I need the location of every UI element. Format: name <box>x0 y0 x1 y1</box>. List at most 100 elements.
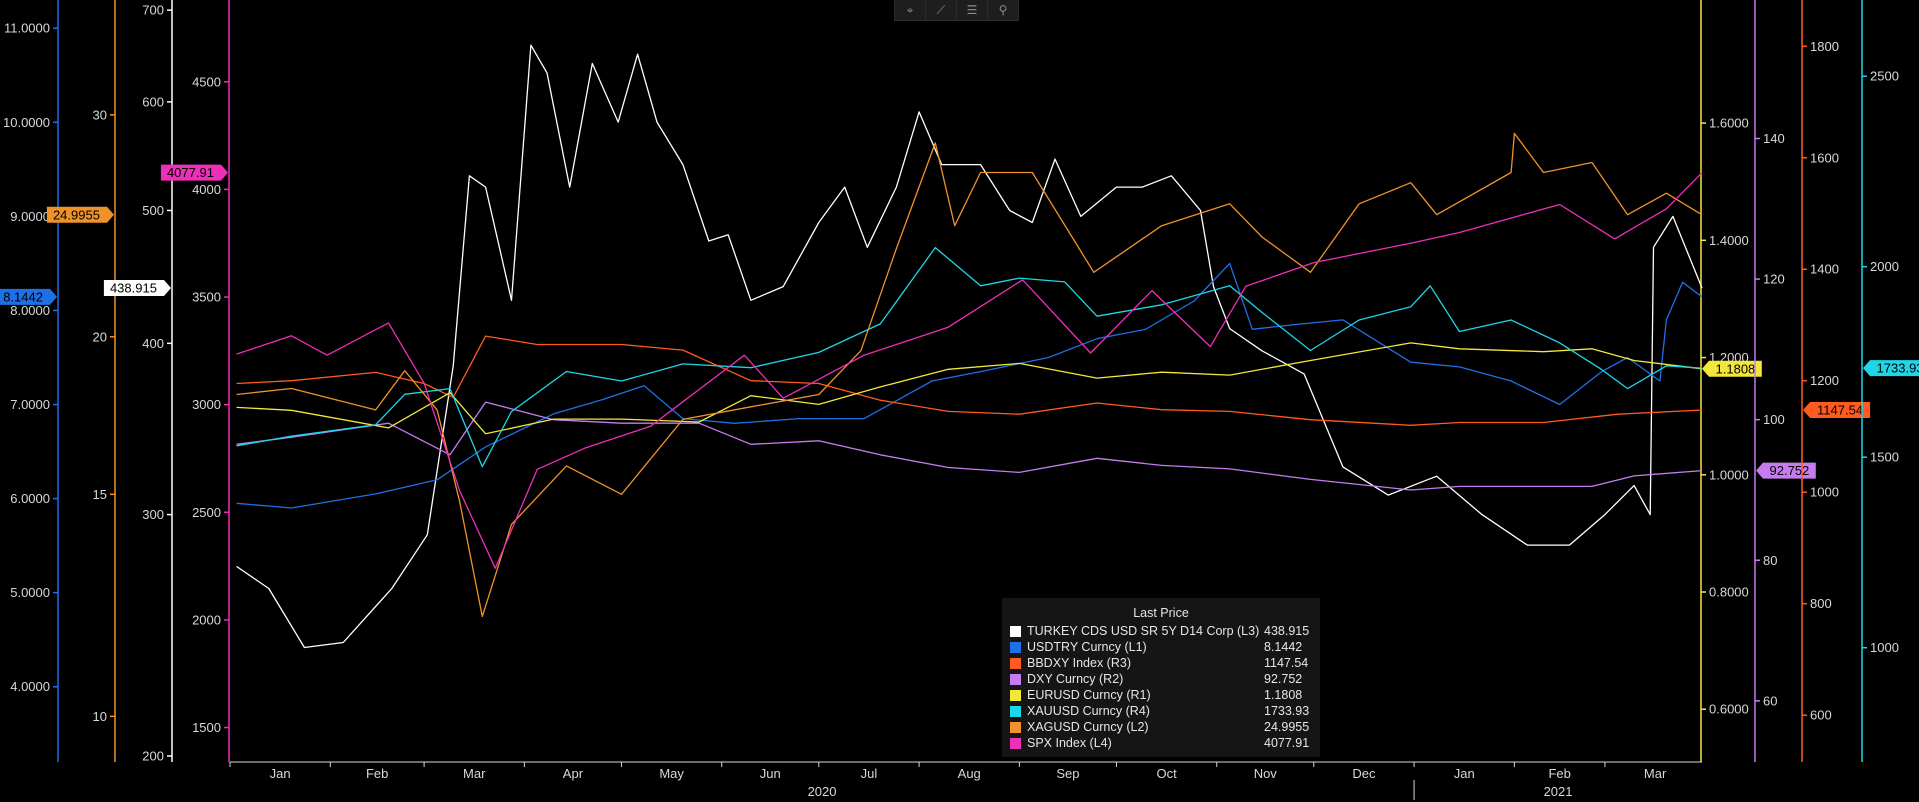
axis-tick-label: 3500 <box>192 290 221 305</box>
axis-tick-label: 100 <box>1763 412 1785 427</box>
legend-row[interactable]: SPX Index (L4) 4077.91 <box>1010 735 1312 751</box>
price-tag-L1 <box>0 288 57 305</box>
zoom-icon[interactable]: ⚲ <box>998 3 1008 17</box>
axis-tick-label: 1000 <box>1810 485 1839 500</box>
price-tag-R1 <box>1702 360 1762 377</box>
axis-tick-label: 120 <box>1763 272 1785 287</box>
axis-tick-label: 1500 <box>1870 450 1899 465</box>
series-line[interactable] <box>236 401 1703 491</box>
x-axis-month-label: Mar <box>1644 766 1667 781</box>
axis-tick-label: 20 <box>93 329 107 344</box>
legend-last-price: 1733.93 <box>1264 704 1310 718</box>
legend-series-name: SPX Index (L4) <box>1027 736 1112 750</box>
axis-tick-label: 1500 <box>192 720 221 735</box>
x-axis-month-label: Nov <box>1254 766 1278 781</box>
x-axis-year-label: 2021 <box>1544 784 1573 799</box>
x-axis-month-label: Oct <box>1156 766 1177 781</box>
axis-tick-label: 0.8000 <box>1709 585 1749 600</box>
legend-series-name: DXY Curncy (R2) <box>1027 672 1124 686</box>
crosshair-icon[interactable]: ⌖ <box>895 0 926 20</box>
legend-row[interactable]: XAGUSD Curncy (L2) 24.9955 <box>1010 719 1312 735</box>
series-line[interactable] <box>236 335 1703 426</box>
axis-tick-label: 60 <box>1763 693 1777 708</box>
legend-swatch <box>1010 673 1021 685</box>
axis-tick-label: 1400 <box>1810 262 1839 277</box>
legend-swatch <box>1010 657 1021 669</box>
legend-row[interactable]: EURUSD Curncy (R1) 1.1808 <box>1010 687 1312 703</box>
axis-tick-label: 4000 <box>192 182 221 197</box>
legend-swatch <box>1010 721 1021 733</box>
axis-tick-label: 4500 <box>192 74 221 89</box>
x-axis-month-label: May <box>659 766 684 781</box>
price-tag-label: 1733.93 <box>1877 361 1919 376</box>
legend-last-price: 1.1808 <box>1264 688 1303 702</box>
legend-swatch <box>1010 737 1021 749</box>
x-axis-month-label: Jun <box>760 766 781 781</box>
axis-tick-label: 2000 <box>1870 259 1899 274</box>
draw-icon[interactable]: ⟋ <box>926 0 957 20</box>
series-line[interactable] <box>236 172 1703 569</box>
x-axis-month-label: Mar <box>463 766 486 781</box>
price-tag-R2 <box>1756 462 1816 479</box>
axis-tick-label: 3000 <box>192 397 221 412</box>
x-axis-month-label: Feb <box>366 766 388 781</box>
axis-tick-label: 6.0000 <box>10 491 50 506</box>
legend-row[interactable]: TURKEY CDS USD SR 5Y D14 Corp (L3) 438.91… <box>1010 623 1312 639</box>
axis-tick-label: 10 <box>93 709 107 724</box>
legend-series-name: EURUSD Curncy (R1) <box>1027 688 1151 702</box>
legend-swatch <box>1010 705 1021 717</box>
axis-tick-label: 9.0000 <box>10 209 50 224</box>
axis-tick-label: 4.0000 <box>10 679 50 694</box>
legend-last-price: 8.1442 <box>1264 640 1303 654</box>
axis-tick-label: 5.0000 <box>10 585 50 600</box>
price-tag-label: 1.1808 <box>1716 361 1756 376</box>
legend-series-name: TURKEY CDS USD SR 5Y D14 Corp (L3) <box>1027 624 1260 638</box>
axis-tick-label: 2500 <box>192 505 221 520</box>
x-axis-month-label: Jul <box>861 766 878 781</box>
axis-tick-label: 300 <box>142 507 164 522</box>
x-axis-month-label: Apr <box>563 766 584 781</box>
legend-row[interactable]: XAUUSD Curncy (R4) 1733.93 <box>1010 703 1312 719</box>
x-axis-year-label: 2020 <box>808 784 837 799</box>
x-axis-month-label: Aug <box>958 766 981 781</box>
legend-series-name: BBDXY Index (R3) <box>1027 656 1131 670</box>
x-axis-month-label: Sep <box>1056 766 1079 781</box>
x-axis-month-label: Jan <box>270 766 291 781</box>
series-line[interactable] <box>236 262 1703 509</box>
price-tag-label: 4077.91 <box>167 165 214 180</box>
axis-tick-label: 2500 <box>1870 69 1899 84</box>
price-tag-label: 8.1442 <box>3 289 43 304</box>
axis-tick-label: 30 <box>93 107 107 122</box>
legend-swatch <box>1010 689 1021 701</box>
axis-tick-label: 15 <box>93 487 107 502</box>
legend-swatch <box>1010 641 1021 653</box>
legend-row[interactable]: USDTRY Curncy (L1) 8.1442 <box>1010 639 1312 655</box>
axis-tick-label: 1.4000 <box>1709 233 1749 248</box>
axis-tick-label: 1.6000 <box>1709 116 1749 131</box>
legend-row[interactable]: BBDXY Index (R3) 1147.54 <box>1010 655 1312 671</box>
price-tag-label: 438.915 <box>110 281 157 296</box>
price-tag-label: 1147.54 <box>1817 402 1863 417</box>
series-line[interactable] <box>236 342 1703 435</box>
x-axis-month-label: Feb <box>1548 766 1570 781</box>
legend-last-price: 4077.91 <box>1264 736 1310 750</box>
axis-tick-label: 2000 <box>192 612 221 627</box>
legend-row[interactable]: DXY Curncy (R2) 92.752 <box>1010 671 1312 687</box>
axis-tick-label: 700 <box>142 3 164 18</box>
legend-swatch <box>1010 625 1021 637</box>
axis-tick-label: 80 <box>1763 553 1777 568</box>
price-tag-L4 <box>160 164 228 181</box>
legend-last-price: 1147.54 <box>1264 656 1309 670</box>
series-line[interactable] <box>236 44 1703 649</box>
chart-legend: Last Price TURKEY CDS USD SR 5Y D14 Corp… <box>1002 598 1320 757</box>
series-line[interactable] <box>236 246 1703 468</box>
legend-last-price: 92.752 <box>1264 672 1303 686</box>
price-tag-R4 <box>1863 360 1919 377</box>
table-icon[interactable]: ☰ <box>957 0 988 20</box>
axis-tick-label: 8.0000 <box>10 303 50 318</box>
series-line[interactable] <box>236 132 1703 618</box>
legend-last-price: 24.9955 <box>1264 720 1310 734</box>
axis-tick-label: 600 <box>142 94 164 109</box>
legend-series-name: XAUUSD Curncy (R4) <box>1027 704 1150 718</box>
